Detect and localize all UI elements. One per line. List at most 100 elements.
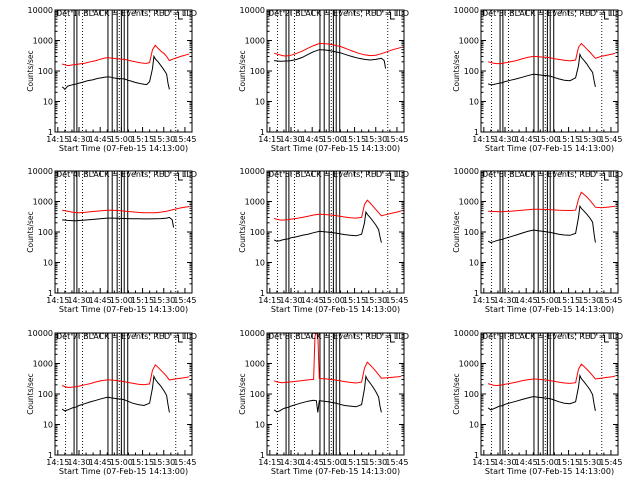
x-tick-label: 15:00 xyxy=(536,458,559,467)
x-tick-label: 15:30 xyxy=(364,458,387,467)
x-tick-label: 15:30 xyxy=(578,458,601,467)
lld-series-line xyxy=(487,42,616,65)
x-axis-label: Start Time (07-Feb-15 14:13:00) xyxy=(59,144,188,153)
y-tick-label: 10 xyxy=(469,98,479,107)
bracket-mark xyxy=(604,335,609,343)
x-tick-label: 14:45 xyxy=(301,135,324,144)
y-axis-label: Counts/sec xyxy=(26,373,35,414)
lld-series-line xyxy=(62,206,190,214)
x-axis-label: Start Time (07-Feb-15 14:13:00) xyxy=(59,305,188,314)
y-tick-label: 10000 xyxy=(28,6,53,15)
x-tick-label: 14:30 xyxy=(67,135,90,144)
y-tick-label: 1000 xyxy=(33,37,53,46)
x-tick-label: 14:30 xyxy=(67,458,90,467)
x-tick-label: 14:15 xyxy=(258,135,281,144)
x-tick-label: 15:45 xyxy=(599,135,622,144)
panel-title: Det 2: BLACK = Events, RED = LLD xyxy=(268,9,409,18)
y-tick-label: 1000 xyxy=(459,360,479,369)
x-tick-label: 14:45 xyxy=(89,135,112,144)
x-tick-label: 14:45 xyxy=(89,458,112,467)
y-tick-label: 100 xyxy=(38,67,53,76)
y-tick-label: 1000 xyxy=(33,198,53,207)
y-axis-label: Counts/sec xyxy=(452,373,461,414)
x-tick-label: 14:30 xyxy=(67,296,90,305)
x-tick-label: 14:30 xyxy=(493,296,516,305)
x-tick-label: 14:30 xyxy=(493,458,516,467)
x-tick-label: 15:00 xyxy=(536,135,559,144)
x-axis-label: Start Time (07-Feb-15 14:13:00) xyxy=(271,144,400,153)
x-tick-label: 14:45 xyxy=(515,296,538,305)
y-tick-label: 10000 xyxy=(454,329,479,338)
bracket-mark xyxy=(178,173,183,181)
y-axis-label: Counts/sec xyxy=(26,211,35,252)
y-axis-label: Counts/sec xyxy=(452,50,461,91)
y-tick-label: 1 xyxy=(474,451,479,460)
bracket-mark xyxy=(604,173,609,181)
y-tick-label: 10 xyxy=(255,259,265,268)
x-tick-label: 15:00 xyxy=(110,135,133,144)
y-axis-label: Counts/sec xyxy=(452,211,461,252)
x-tick-label: 14:45 xyxy=(301,458,324,467)
x-tick-label: 15:00 xyxy=(322,458,345,467)
x-tick-label: 14:15 xyxy=(472,296,495,305)
events-series-line xyxy=(273,374,382,413)
x-tick-label: 14:30 xyxy=(279,296,302,305)
x-tick-label: 15:00 xyxy=(322,135,345,144)
y-tick-label: 1 xyxy=(260,289,265,298)
x-tick-label: 15:00 xyxy=(110,296,133,305)
panel-title: Det 9: BLACK = Events, RED = LLD xyxy=(482,332,623,341)
lld-series-line xyxy=(61,44,190,67)
y-tick-label: 10 xyxy=(255,421,265,430)
y-tick-label: 10000 xyxy=(240,329,265,338)
x-tick-label: 15:15 xyxy=(557,296,580,305)
y-tick-label: 100 xyxy=(250,228,265,237)
plot-frame xyxy=(480,332,619,456)
plot-frame xyxy=(266,332,405,456)
x-tick-label: 14:15 xyxy=(46,135,69,144)
y-tick-label: 1 xyxy=(260,451,265,460)
panel-title: Det 3: BLACK = Events, RED = LLD xyxy=(482,9,623,18)
y-tick-label: 10000 xyxy=(240,6,265,15)
x-tick-label: 15:15 xyxy=(131,458,154,467)
y-tick-label: 1 xyxy=(48,128,53,137)
x-tick-label: 15:30 xyxy=(364,135,387,144)
panel-title: Det 8: BLACK = Events, RED = LLD xyxy=(268,332,409,341)
y-tick-label: 1000 xyxy=(459,198,479,207)
y-tick-label: 1000 xyxy=(245,37,265,46)
plot-frame xyxy=(54,332,193,456)
events-series-line xyxy=(62,216,175,228)
y-tick-label: 1000 xyxy=(33,360,53,369)
lld-series-line xyxy=(273,199,402,221)
x-tick-label: 14:45 xyxy=(515,135,538,144)
events-series-line xyxy=(487,52,596,88)
events-series-line xyxy=(273,210,382,243)
x-axis-label: Start Time (07-Feb-15 14:13:00) xyxy=(485,144,614,153)
plot-frame xyxy=(266,9,405,133)
events-series-line xyxy=(61,374,170,413)
y-tick-label: 10000 xyxy=(454,167,479,176)
events-series-line xyxy=(61,54,170,91)
x-tick-label: 14:45 xyxy=(301,296,324,305)
bracket-mark xyxy=(390,335,395,343)
x-tick-label: 15:30 xyxy=(152,135,175,144)
y-tick-label: 1000 xyxy=(245,198,265,207)
bracket-mark xyxy=(178,335,183,343)
plot-frame xyxy=(54,170,193,294)
y-axis-label: Counts/sec xyxy=(26,50,35,91)
x-tick-label: 15:15 xyxy=(557,135,580,144)
x-axis-label: Start Time (07-Feb-15 14:13:00) xyxy=(271,305,400,314)
x-tick-label: 15:30 xyxy=(578,135,601,144)
y-axis-label: Counts/sec xyxy=(238,211,247,252)
panel-title: Det 1: BLACK = Events, RED = LLD xyxy=(56,9,197,18)
bracket-mark xyxy=(390,173,395,181)
plot-frame xyxy=(54,9,193,133)
lld-series-line xyxy=(61,364,190,388)
x-tick-label: 15:15 xyxy=(131,135,154,144)
x-axis-label: Start Time (07-Feb-15 14:13:00) xyxy=(485,467,614,476)
x-tick-label: 15:45 xyxy=(173,296,196,305)
